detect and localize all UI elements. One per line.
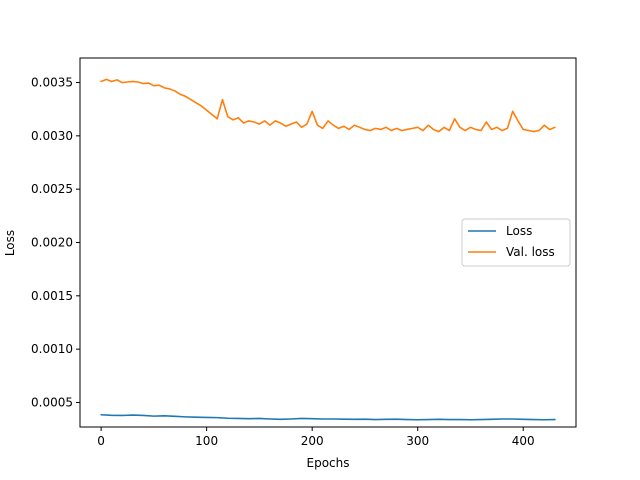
x-tick-label: 0 [97,434,105,448]
legend-label: Val. loss [506,245,555,259]
y-tick-label: 0.0025 [31,182,73,196]
x-tick-label: 200 [301,434,324,448]
y-tick-label: 0.0035 [31,76,73,90]
series-line-val-loss [100,78,556,133]
legend-label: Loss [506,224,532,238]
x-tick-label: 400 [512,434,535,448]
series-layer [100,78,556,421]
legend: Loss Val. loss [461,218,571,267]
y-tick-label: 0.0015 [31,289,73,303]
series-line-loss [100,413,556,421]
y-axis-ticks: 0.0005 0.0010 0.0015 0.0020 0.0025 0.0030 0.00… [31,76,80,409]
x-tick-label: 100 [195,434,218,448]
y-tick-label: 0.0005 [31,395,73,409]
y-tick-label: 0.0020 [31,236,73,250]
y-tick-label: 0.0030 [31,129,73,143]
y-tick-label: 0.0010 [31,342,73,356]
x-axis-label: Epochs [307,456,350,470]
x-axis-ticks: 0 100 200 300 400 [97,427,535,448]
y-axis-label: Loss [3,230,17,256]
x-tick-label: 300 [406,434,429,448]
